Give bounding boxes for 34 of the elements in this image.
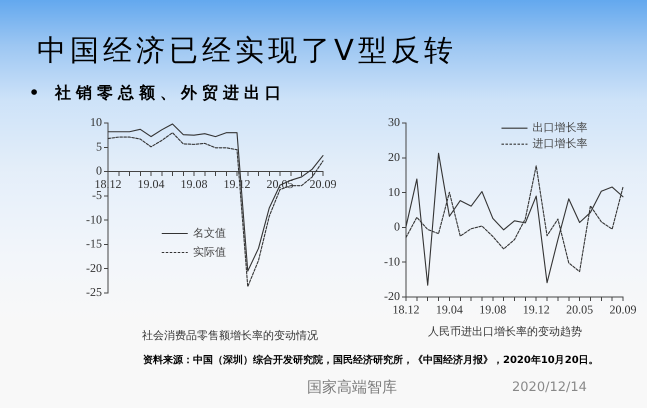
y-tick-label: 30: [388, 115, 400, 130]
x-tick-label: 19.04: [138, 176, 164, 191]
y-tick-label: 10: [388, 184, 400, 199]
y-tick-label: 10: [90, 115, 102, 130]
legend-label: 进口增长率: [532, 137, 588, 150]
text: 资料来源：中国（深圳）综合开发研究院，国民经济研究所，《中国经济月报》，2020年10月20日。: [143, 355, 599, 367]
x-tick-label: 20.09: [610, 302, 636, 316]
x-tick-label: 19.08: [180, 176, 208, 191]
y-tick-label: -10: [384, 254, 400, 268]
x-tick-label: 19.12: [522, 302, 550, 316]
x-tick-label: 20.05: [566, 302, 594, 316]
text: • 社销零总额、外贸进出口: [29, 83, 286, 102]
legend-label: 出口增长率: [532, 121, 588, 134]
y-tick-label: 0: [394, 220, 400, 234]
x-tick-label: 19.08: [479, 302, 506, 316]
y-tick-label: 0: [96, 164, 102, 178]
y-tick-label: 20: [388, 150, 400, 164]
y-tick-label: -15: [86, 236, 102, 251]
legend-label: 名文值: [192, 226, 226, 240]
legend-label: 实际值: [192, 245, 226, 258]
text: 2020/12/14: [512, 380, 587, 396]
text: 中国经济已经实现了V型反转: [37, 33, 457, 68]
y-tick-label: -10: [86, 212, 102, 226]
y-tick-label: -20: [384, 289, 400, 304]
y-tick-label: -25: [86, 285, 102, 300]
y-tick-label: -5: [92, 188, 102, 202]
y-tick-label: 5: [96, 139, 102, 154]
x-tick-label: 20.09: [310, 176, 336, 191]
y-tick-label: -20: [86, 260, 102, 275]
text: 国家高端智库: [307, 378, 397, 396]
x-tick-label: 19.04: [436, 302, 463, 316]
x-tick-label: 18.12: [392, 302, 420, 316]
text: 社会消费品零售额增长率的变动情况: [142, 330, 318, 344]
text: 人民币进出口增长率的变动趋势: [428, 326, 582, 340]
